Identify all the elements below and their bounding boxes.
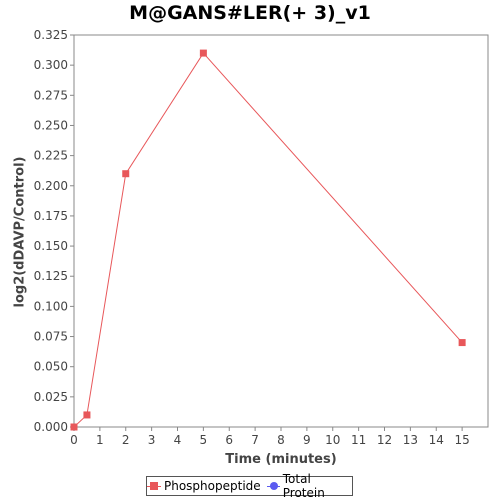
- y-tick-label: 0.075: [34, 330, 68, 344]
- y-tick-label: 0.100: [34, 299, 68, 313]
- y-tick-label: 0.275: [34, 88, 68, 102]
- x-tick-label: 3: [148, 433, 156, 447]
- legend-item-phosphopeptide: Phosphopeptide: [147, 479, 261, 493]
- data-point: [199, 49, 207, 57]
- y-tick-label: 0.300: [34, 58, 68, 72]
- x-tick-label: 10: [325, 433, 340, 447]
- y-tick-label: 0.175: [34, 209, 68, 223]
- y-tick-label: 0.125: [34, 269, 68, 283]
- data-point: [122, 170, 130, 178]
- x-tick-label: 14: [429, 433, 444, 447]
- x-tick-label: 2: [122, 433, 130, 447]
- x-tick-label: 9: [303, 433, 311, 447]
- y-tick-label: 0.000: [34, 420, 68, 434]
- y-tick-label: 0.150: [34, 239, 68, 253]
- y-tick-label: 0.250: [34, 118, 68, 132]
- x-tick-label: 8: [277, 433, 285, 447]
- x-tick-label: 1: [96, 433, 104, 447]
- x-tick-label: 4: [174, 433, 182, 447]
- y-axis-label: log2(dDAVP/Control): [12, 156, 28, 308]
- x-tick-label: 11: [351, 433, 366, 447]
- x-tick-label: 12: [377, 433, 392, 447]
- y-tick-label: 0.200: [34, 179, 68, 193]
- chart-title: M@GANS#LER(+ 3)_v1: [129, 2, 371, 24]
- data-point: [83, 411, 91, 419]
- x-tick-label: 13: [403, 433, 418, 447]
- data-point: [70, 423, 78, 431]
- legend-swatch-circle-icon: [266, 481, 280, 491]
- x-tick-label: 15: [454, 433, 469, 447]
- plot-area: [73, 34, 489, 428]
- x-tick-label: 6: [225, 433, 233, 447]
- y-tick-label: 0.225: [34, 149, 68, 163]
- legend-swatch-square-icon: [147, 481, 161, 491]
- data-point: [458, 339, 466, 347]
- legend-label-total-protein: Total Protein: [282, 472, 325, 500]
- legend-item-total-protein: Total Protein: [266, 472, 352, 500]
- y-tick-label: 0.325: [34, 28, 68, 42]
- x-tick-label: 0: [70, 433, 78, 447]
- x-tick-label: 7: [251, 433, 259, 447]
- y-tick-label: 0.025: [34, 390, 68, 404]
- y-tick-label: 0.050: [34, 360, 68, 374]
- x-axis-label: Time (minutes): [225, 452, 337, 467]
- legend-label-phosphopeptide: Phosphopeptide: [164, 479, 261, 493]
- legend: Phosphopeptide Total Protein: [146, 472, 353, 500]
- x-tick-label: 5: [200, 433, 208, 447]
